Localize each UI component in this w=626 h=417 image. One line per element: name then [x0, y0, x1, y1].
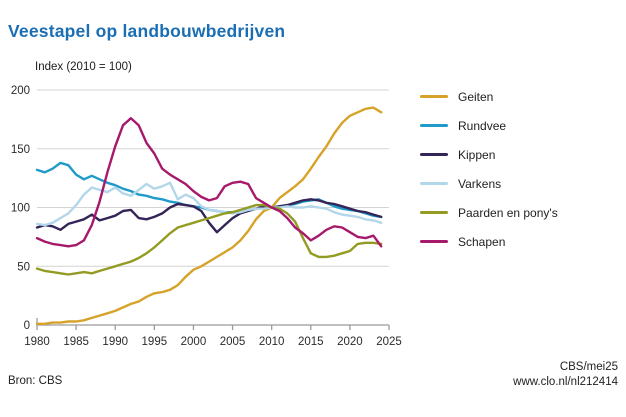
legend-swatch-schapen [420, 240, 448, 243]
x-axis-tick-label: 2005 [220, 336, 246, 348]
chart-legend: Geiten Rundvee Kippen Varkens Paarden en pon… [420, 82, 558, 256]
legend-item-geiten: Geiten [420, 82, 558, 111]
y-axis-tick-label: 200 [11, 85, 30, 97]
x-axis-tick-label: 1990 [102, 336, 128, 348]
legend-item-kippen: Kippen [420, 140, 558, 169]
x-axis-tick-label: 2020 [337, 336, 363, 348]
legend-swatch-kippen [420, 153, 448, 156]
y-axis-tick-label: 50 [17, 261, 30, 273]
credit-text: CBS/mei25 [559, 361, 618, 373]
x-axis-tick-label: 2025 [376, 336, 402, 348]
legend-swatch-geiten [420, 95, 448, 98]
legend-swatch-varkens [420, 182, 448, 185]
y-axis-unit-label: Index (2010 = 100) [35, 61, 132, 73]
legend-label-varkens: Varkens [458, 176, 502, 191]
series-line-schapen [35, 116, 383, 248]
legend-item-rundvee: Rundvee [420, 111, 558, 140]
legend-swatch-paarden [420, 211, 448, 214]
legend-label-geiten: Geiten [458, 89, 494, 104]
legend-label-kippen: Kippen [458, 147, 496, 162]
legend-label-paarden: Paarden en pony's [458, 205, 558, 220]
x-axis-tick-label: 2015 [298, 336, 324, 348]
credit-url: www.clo.nl/nl212414 [513, 376, 618, 388]
x-axis-tick-label: 2010 [259, 336, 285, 348]
series-line-paarden [35, 203, 383, 276]
y-axis-tick-label: 150 [11, 144, 30, 156]
x-axis-tick-label: 1985 [63, 336, 89, 348]
legend-item-schapen: Schapen [420, 227, 558, 256]
legend-item-paarden: Paarden en pony's [420, 198, 558, 227]
credit-block: CBS/mei25 www.clo.nl/nl212414 [513, 360, 618, 390]
series-line-geiten [35, 106, 383, 325]
legend-label-rundvee: Rundvee [458, 118, 507, 133]
source-note: Bron: CBS [8, 375, 63, 387]
series-line-varkens [35, 181, 383, 227]
chart-title: Veestapel op landbouwbedrijven [8, 21, 286, 41]
legend-swatch-rundvee [420, 124, 448, 127]
y-axis-tick-label: 100 [11, 203, 30, 215]
legend-label-schapen: Schapen [458, 234, 506, 249]
x-axis-tick-label: 1980 [24, 336, 50, 348]
legend-item-varkens: Varkens [420, 169, 558, 198]
x-axis-tick-label: 2000 [181, 336, 207, 348]
x-axis-tick-label: 1995 [142, 336, 168, 348]
y-axis-tick-label: 0 [24, 320, 30, 332]
